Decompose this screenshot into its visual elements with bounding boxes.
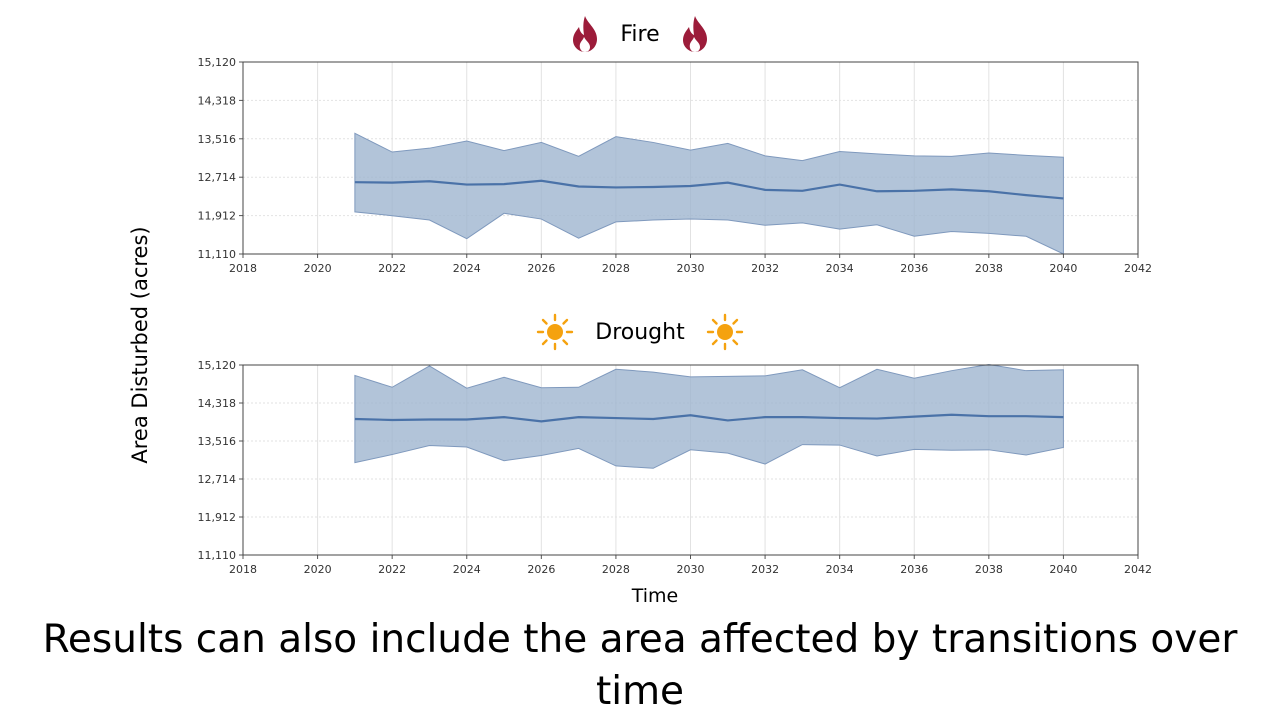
x-tick-label: 2020	[304, 563, 332, 576]
mean-line	[354, 413, 1064, 423]
y-axis-label: Area Disturbed (acres)	[128, 226, 152, 464]
x-tick-label: 2036	[900, 563, 928, 576]
x-tick-label: 2036	[900, 262, 928, 275]
y-tick-label: 14,318	[198, 397, 237, 410]
fire-icon	[571, 15, 599, 53]
sun-icon	[536, 313, 574, 351]
y-tick-label: 15,120	[198, 359, 237, 372]
x-tick-label: 2038	[975, 262, 1003, 275]
plot-border	[242, 364, 1139, 556]
x-tick-label: 2028	[602, 262, 630, 275]
x-tick-label: 2018	[229, 563, 257, 576]
x-tick-label: 2018	[229, 262, 257, 275]
x-tick-label: 2026	[527, 262, 555, 275]
x-tick-label: 2022	[378, 262, 406, 275]
y-tick-label: 11,912	[198, 511, 237, 524]
y-tick-label: 14,318	[198, 94, 237, 107]
y-tick-label: 15,120	[198, 56, 237, 69]
x-tick-label: 2024	[453, 563, 481, 576]
fire-title: Fire	[620, 21, 660, 47]
x-tick-label: 2032	[751, 262, 779, 275]
x-tick-label: 2042	[1124, 262, 1152, 275]
y-tick-label: 13,516	[198, 133, 237, 146]
y-tick-label: 11,110	[198, 549, 237, 562]
slide-caption: Results can also include the area affect…	[42, 617, 1238, 714]
x-tick-label: 2026	[527, 563, 555, 576]
x-tick-label: 2038	[975, 563, 1003, 576]
x-tick-label: 2022	[378, 563, 406, 576]
x-tick-label: 2028	[602, 563, 630, 576]
drought-chart-title: Drought	[0, 313, 1280, 351]
chart-1: 2018 2020 2022 2024 2026 2028 2030 2032 2034 2036…	[198, 359, 1153, 576]
fire-icon	[681, 15, 709, 53]
sun-icon	[706, 313, 744, 351]
x-tick-label: 2040	[1049, 262, 1077, 275]
x-tick-label: 2042	[1124, 563, 1152, 576]
x-tick-label: 2034	[826, 563, 854, 576]
mean-line	[354, 179, 1064, 200]
x-tick-label: 2024	[453, 262, 481, 275]
x-tick-label: 2020	[304, 262, 332, 275]
fire-chart-title: Fire	[0, 15, 1280, 53]
drought-title: Drought	[595, 319, 685, 345]
y-tick-label: 11,110	[198, 248, 237, 261]
x-tick-label: 2030	[677, 563, 705, 576]
y-tick-label: 13,516	[198, 435, 237, 448]
x-tick-label: 2034	[826, 262, 854, 275]
x-tick-label: 2030	[677, 262, 705, 275]
y-tick-label: 11,912	[198, 210, 237, 223]
y-tick-label: 12,714	[198, 171, 237, 184]
plot-border	[242, 61, 1139, 255]
x-tick-label: 2040	[1049, 563, 1077, 576]
y-tick-label: 12,714	[198, 473, 237, 486]
x-tick-label: 2032	[751, 563, 779, 576]
range-band	[354, 364, 1064, 469]
x-axis-label: Time	[631, 585, 679, 607]
chart-0: 2018 2020 2022 2024 2026 2028 2030 2032 2034 2036…	[198, 56, 1153, 275]
